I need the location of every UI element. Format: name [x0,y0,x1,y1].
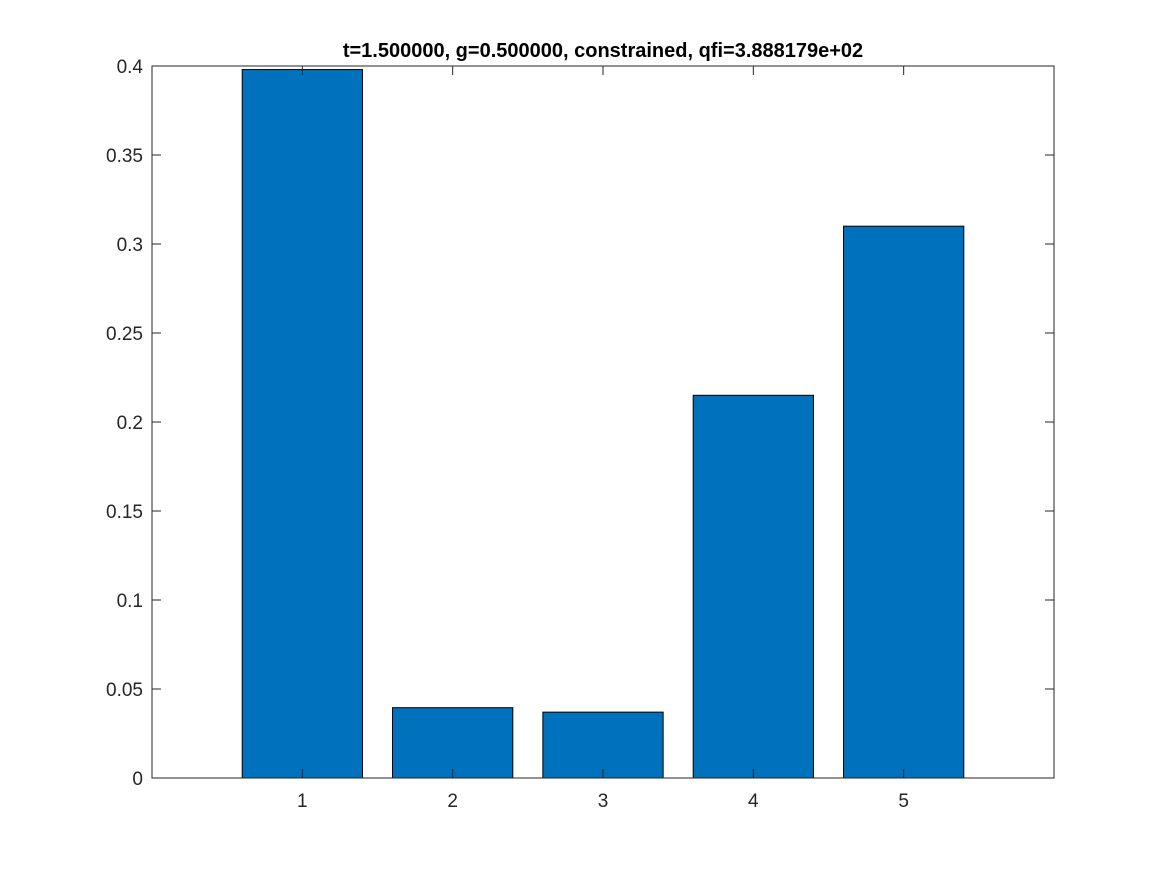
x-tick-label: 2 [447,791,458,812]
y-tick-label: 0.35 [106,146,143,167]
y-tick-label: 0.15 [106,502,143,523]
bar-1 [241,69,363,779]
bar-5 [843,225,965,779]
x-tick-label: 4 [748,791,759,812]
y-tick-label: 0.05 [106,680,143,701]
x-tick-label: 5 [898,791,909,812]
x-tick-label: 1 [297,791,308,812]
chart-title: t=1.500000, g=0.500000, constrained, qfi… [343,40,863,62]
y-tick-label: 0.1 [117,591,143,612]
axes-layer: 0 0.05 0.1 0.15 0.2 0.25 0.3 0.35 0.4 1 2 3 4 5 [106,57,1055,812]
y-tick-label: 0.2 [117,413,143,434]
bars-layer [241,69,965,779]
y-tick-label: 0 [132,769,143,790]
y-tick-label: 0.25 [106,324,143,345]
x-tick-label: 3 [598,791,609,812]
bar-4 [692,394,814,779]
bar-2 [392,707,514,779]
y-tick-label: 0.4 [117,57,144,78]
y-tick-label: 0.3 [117,235,143,256]
bar-3 [542,711,664,779]
